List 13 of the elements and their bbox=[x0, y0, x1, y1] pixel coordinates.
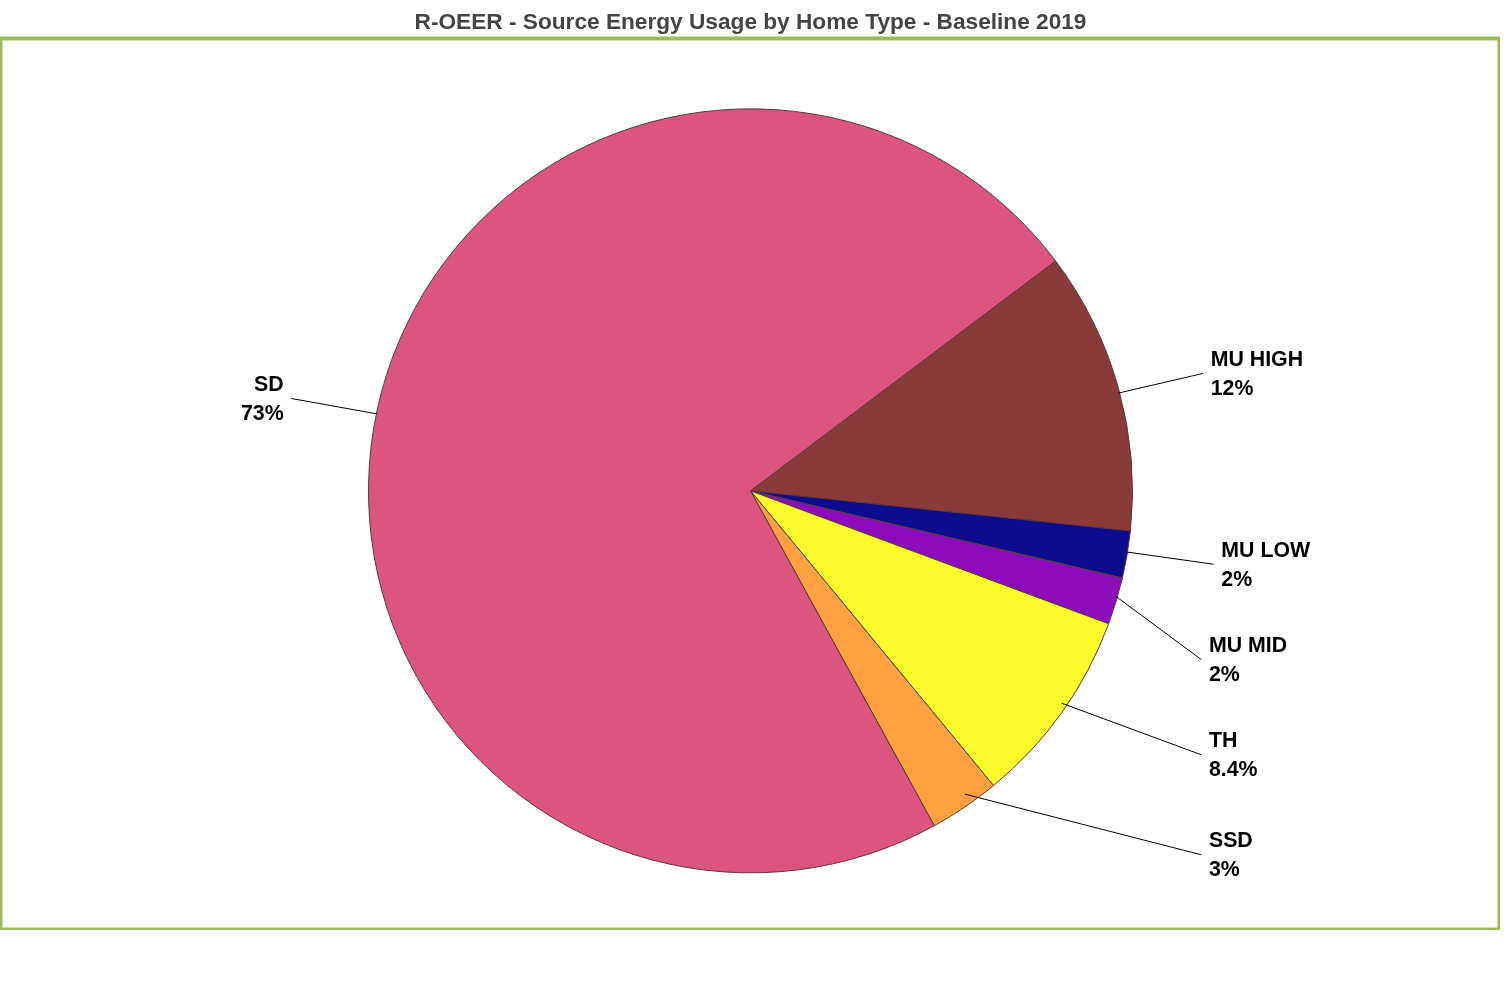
slice-label: MU MID bbox=[1208, 633, 1288, 658]
slice-label: MU LOW bbox=[1221, 537, 1312, 562]
slice-label: SSD bbox=[1208, 828, 1253, 853]
data-label: 2% bbox=[1221, 566, 1253, 591]
slice-label: TH bbox=[1208, 728, 1238, 753]
data-label: 2% bbox=[1208, 661, 1240, 686]
chart-title: R-OEER - Source Energy Usage by Home Type - Baseline 2019 bbox=[414, 7, 1087, 34]
data-label: 8.4% bbox=[1208, 757, 1258, 782]
slice-label: SD bbox=[254, 372, 284, 397]
data-label: 12% bbox=[1210, 375, 1254, 400]
data-label: 73% bbox=[240, 400, 284, 425]
slice-label: MU HIGH bbox=[1210, 347, 1304, 372]
data-label: 3% bbox=[1208, 857, 1240, 882]
